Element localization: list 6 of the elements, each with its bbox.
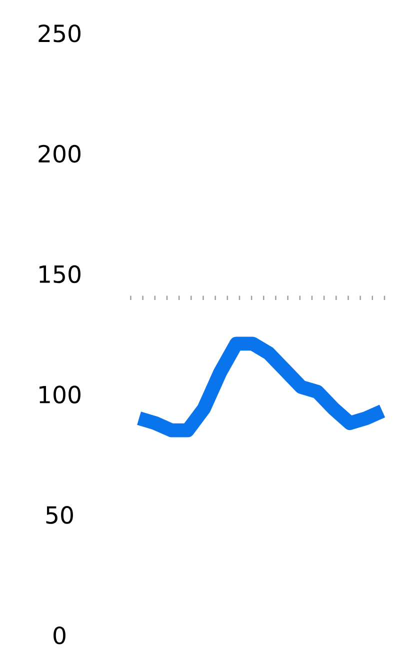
y-tick-label: 50 (46, 506, 73, 524)
y-tick-label: 100 (40, 386, 80, 404)
y-tick-label: 200 (38, 144, 80, 163)
y-tick-label: 250 (38, 24, 80, 42)
y-tick-label: 150 (40, 265, 80, 284)
y-tick-label: 0 (54, 626, 66, 644)
